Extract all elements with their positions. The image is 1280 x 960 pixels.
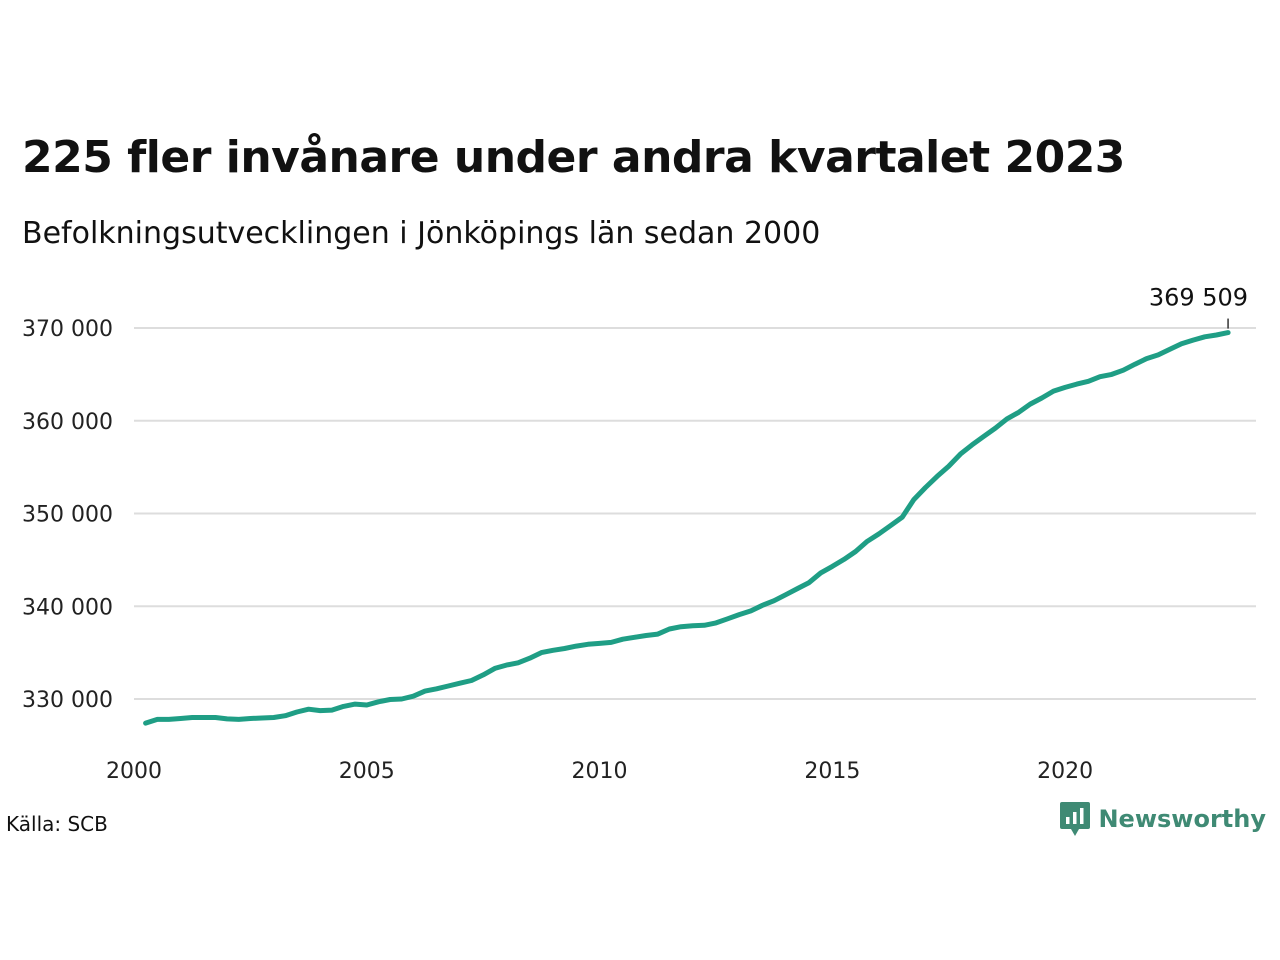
brand-name: Newsworthy [1098,805,1266,833]
chart-title: 225 fler invånare under andra kvartalet … [22,132,1125,183]
newsworthy-logo-icon [1060,802,1091,836]
series-line [143,330,1231,726]
x-tick-label: 2020 [1037,759,1093,784]
y-tick-label: 350 000 [22,503,113,528]
y-tick-label: 370 000 [22,317,113,342]
y-tick-label: 360 000 [22,410,113,435]
brand-logo: Newsworthy [1060,802,1266,836]
x-tick-label: 2000 [106,759,162,784]
y-axis-ticks: 330 000 340 000 350 000 360 000 370 000 [22,317,113,713]
series-layer [143,330,1231,726]
annotation-label: 369 509 [1149,284,1248,312]
annotation-layer: 369 509 [1149,284,1248,329]
x-axis-ticks: 2000 2005 2010 2015 2020 [106,759,1093,784]
gridlines [134,327,1256,700]
x-tick-label: 2005 [339,759,395,784]
chart-subtitle: Befolkningsutvecklingen i Jönköpings län… [22,216,821,251]
line-chart: 330 000 340 000 350 000 360 000 370 000 2000… [22,284,1256,784]
x-tick-label: 2015 [804,759,860,784]
y-tick-label: 340 000 [22,595,113,620]
x-tick-label: 2010 [572,759,628,784]
y-tick-label: 330 000 [22,688,113,713]
source-credit: Källa: SCB [6,812,108,836]
